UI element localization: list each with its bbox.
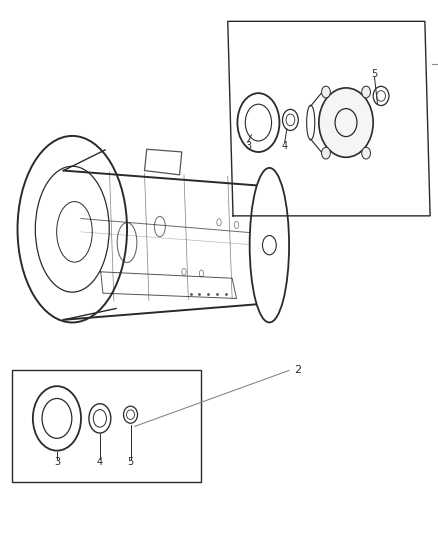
Text: 4: 4 (282, 141, 288, 151)
Ellipse shape (319, 88, 373, 157)
Text: 3: 3 (245, 141, 251, 151)
Ellipse shape (321, 86, 330, 98)
Text: 5: 5 (127, 457, 134, 467)
Ellipse shape (250, 168, 289, 322)
Bar (12, 370, 201, 482)
Text: 4: 4 (97, 457, 103, 467)
Text: 3: 3 (54, 457, 60, 467)
Ellipse shape (362, 147, 371, 159)
Ellipse shape (321, 147, 330, 159)
Text: 2: 2 (294, 366, 301, 375)
Text: 5: 5 (371, 69, 378, 78)
Ellipse shape (362, 86, 371, 98)
